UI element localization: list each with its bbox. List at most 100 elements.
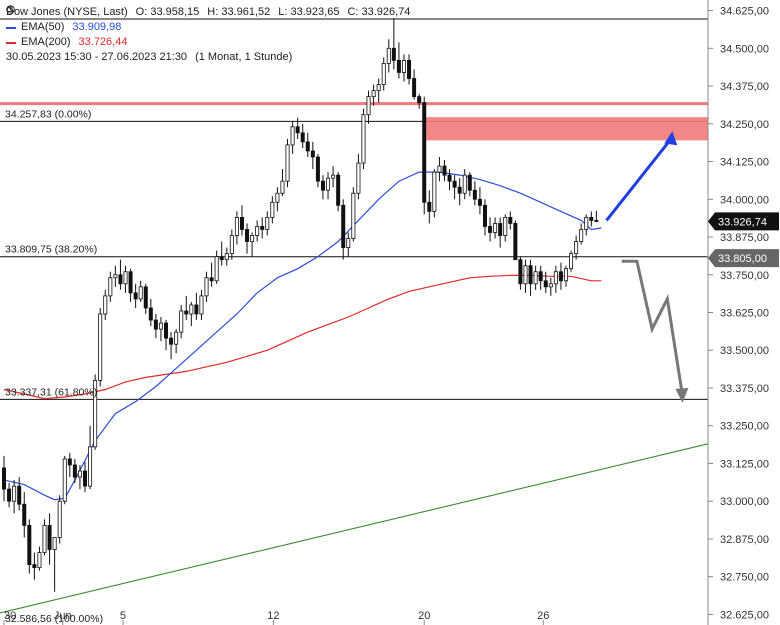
candle[interactable] — [83, 461, 88, 493]
candle[interactable] — [386, 39, 391, 73]
ema50-line[interactable] — [3, 171, 602, 501]
candle[interactable] — [584, 214, 589, 236]
candle[interactable] — [563, 265, 568, 287]
candle[interactable] — [234, 211, 239, 245]
candle[interactable] — [336, 172, 341, 212]
candle[interactable] — [98, 307, 103, 387]
candle[interactable] — [305, 132, 310, 158]
candle[interactable] — [553, 265, 558, 293]
candle[interactable] — [169, 332, 174, 360]
candle[interactable] — [255, 220, 260, 242]
candle[interactable] — [133, 283, 138, 308]
candle[interactable] — [594, 210, 599, 223]
candle[interactable] — [239, 205, 244, 236]
candle[interactable] — [189, 301, 194, 327]
candle[interactable] — [366, 90, 371, 124]
candle[interactable] — [67, 452, 72, 478]
candle[interactable] — [123, 265, 128, 293]
trend-line[interactable] — [0, 443, 709, 614]
candle[interactable] — [118, 259, 123, 290]
candle[interactable] — [528, 259, 533, 296]
candle[interactable] — [422, 96, 427, 215]
candle[interactable] — [2, 455, 7, 502]
candle[interactable] — [27, 519, 32, 574]
candle[interactable] — [417, 93, 422, 109]
candle[interactable] — [295, 117, 300, 139]
candle[interactable] — [533, 265, 538, 290]
candle[interactable] — [164, 320, 169, 351]
candle[interactable] — [138, 280, 143, 302]
candle[interactable] — [371, 84, 376, 106]
candle[interactable] — [219, 241, 224, 266]
candle[interactable] — [538, 265, 543, 290]
candle[interactable] — [315, 153, 320, 188]
candle[interactable] — [351, 187, 356, 242]
candle[interactable] — [341, 199, 346, 260]
candle[interactable] — [482, 199, 487, 236]
candle[interactable] — [158, 317, 163, 342]
candle[interactable] — [356, 153, 361, 200]
candle[interactable] — [32, 552, 37, 580]
candle[interactable] — [346, 232, 351, 257]
candle[interactable] — [250, 232, 255, 257]
candle[interactable] — [113, 265, 118, 287]
resistance-zone[interactable] — [426, 117, 708, 141]
candle[interactable] — [270, 196, 275, 224]
candle[interactable] — [7, 483, 12, 508]
candle[interactable] — [265, 211, 270, 236]
candle[interactable] — [396, 42, 401, 79]
candle[interactable] — [432, 169, 437, 218]
candle[interactable] — [442, 160, 447, 182]
candle[interactable] — [12, 480, 17, 514]
candle[interactable] — [558, 262, 563, 290]
candle[interactable] — [275, 187, 280, 212]
candle[interactable] — [280, 169, 285, 197]
candle[interactable] — [513, 220, 518, 261]
candle[interactable] — [331, 166, 336, 188]
candle[interactable] — [194, 292, 199, 321]
candle[interactable] — [143, 283, 148, 315]
level-price-badge[interactable]: 33.805,00 — [708, 249, 779, 268]
candle[interactable] — [452, 175, 457, 200]
candle[interactable] — [148, 298, 153, 327]
candle[interactable] — [214, 250, 219, 284]
candle[interactable] — [224, 247, 229, 266]
candle[interactable] — [523, 259, 528, 293]
candle[interactable] — [401, 54, 406, 82]
candle[interactable] — [72, 458, 77, 484]
candle[interactable] — [503, 214, 508, 242]
legend-ema50-row[interactable]: EMA(50) 33.909,98 — [6, 20, 410, 35]
candle[interactable] — [128, 268, 133, 302]
bullish-forecast-arrow[interactable] — [605, 136, 674, 222]
candle[interactable] — [457, 178, 462, 206]
candle[interactable] — [62, 455, 67, 505]
candle[interactable] — [174, 329, 179, 354]
candle[interactable] — [467, 172, 472, 197]
bearish-forecast-arrow[interactable] — [621, 259, 684, 396]
candle[interactable] — [488, 217, 493, 242]
candle[interactable] — [88, 425, 93, 490]
candle[interactable] — [518, 256, 523, 290]
candle[interactable] — [52, 537, 57, 592]
candle[interactable] — [57, 495, 62, 544]
candle[interactable] — [462, 169, 467, 200]
candle[interactable] — [376, 78, 381, 103]
candle[interactable] — [77, 464, 82, 490]
candle[interactable] — [427, 190, 432, 224]
candle[interactable] — [320, 175, 325, 200]
candle[interactable] — [477, 187, 482, 215]
candle[interactable] — [229, 229, 234, 260]
candle[interactable] — [508, 211, 513, 230]
candle[interactable] — [184, 295, 189, 321]
candle[interactable] — [103, 289, 108, 321]
candle[interactable] — [22, 492, 27, 538]
candle[interactable] — [37, 546, 42, 571]
candle[interactable] — [290, 120, 295, 154]
candle[interactable] — [209, 262, 214, 287]
candle[interactable] — [447, 169, 452, 191]
candle[interactable] — [260, 217, 265, 239]
candle[interactable] — [498, 217, 503, 248]
candle[interactable] — [407, 54, 412, 85]
candle[interactable] — [300, 123, 305, 148]
candle[interactable] — [93, 374, 98, 450]
